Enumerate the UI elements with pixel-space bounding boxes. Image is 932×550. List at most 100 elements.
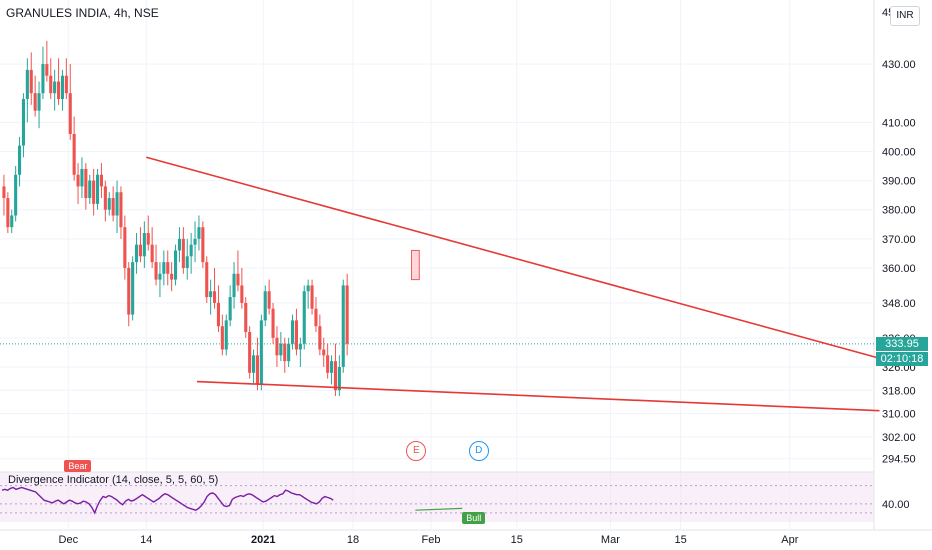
candle-body[interactable] [205,262,209,298]
candle-body[interactable] [162,262,166,274]
candle-body[interactable] [341,285,345,367]
candle-body[interactable] [72,133,76,175]
candle-body[interactable] [18,145,22,175]
candle-body[interactable] [170,273,174,280]
candle-body[interactable] [29,69,33,94]
candle-body[interactable] [333,361,337,391]
candle-body[interactable] [291,320,295,344]
candle-body[interactable] [314,308,318,327]
candle-body[interactable] [209,291,213,298]
candle-body[interactable] [255,355,259,385]
candle-body[interactable] [119,192,123,228]
candle-body[interactable] [53,81,57,94]
candle-body[interactable] [216,302,220,327]
candle-body[interactable] [2,186,6,199]
candle-body[interactable] [228,297,232,321]
candle-body[interactable] [294,320,298,350]
candle-body[interactable] [76,174,80,187]
candle-body[interactable] [80,168,84,187]
indicator-legend-label[interactable]: Divergence Indicator (14, close, 5, 5, 6… [8,474,219,486]
candle-body[interactable] [115,192,119,216]
candle-body[interactable] [224,320,228,350]
candle-body[interactable] [45,64,49,76]
candle-body[interactable] [259,320,263,385]
candle-body[interactable] [330,361,334,373]
candle-body[interactable] [135,244,139,263]
candle-body[interactable] [201,227,205,263]
candle-body[interactable] [92,180,96,204]
candle-body[interactable] [220,326,224,350]
candle-body[interactable] [263,291,267,321]
candle-body[interactable] [302,291,306,344]
candle-body[interactable] [57,81,61,100]
candle-body[interactable] [88,180,92,199]
candle-body[interactable] [123,227,127,268]
candle-body[interactable] [181,238,185,268]
candle-body[interactable] [41,64,45,94]
earnings-event-marker[interactable]: E [406,441,427,461]
candle-body[interactable] [14,174,18,216]
candle-body[interactable] [68,93,72,134]
candle-body[interactable] [271,308,275,338]
candle-body[interactable] [99,174,103,187]
candle-body[interactable] [248,332,252,373]
candle-body[interactable] [84,168,88,199]
price-tick-label: 370.00 [882,234,916,246]
highlight-box[interactable] [411,249,420,281]
candle-body[interactable] [138,244,142,257]
candle-body[interactable] [236,273,240,286]
candle-body[interactable] [10,215,14,228]
candle-body[interactable] [64,75,68,94]
candle-body[interactable] [267,291,271,309]
candle-body[interactable] [287,343,291,362]
candle-body[interactable] [33,93,37,111]
candle-body[interactable] [298,343,302,350]
symbol-title[interactable]: GRANULES INDIA, 4h, NSE [6,6,159,20]
candle-body[interactable] [197,227,201,239]
candle-body[interactable] [107,198,111,210]
price-tick-label: 380.00 [882,205,916,217]
candle-body[interactable] [279,343,283,356]
candle-body[interactable] [244,302,248,333]
candle-body[interactable] [158,273,162,280]
candle-body[interactable] [213,291,217,303]
candle-body[interactable] [103,186,107,210]
candle-body[interactable] [174,250,178,280]
candle-body[interactable] [142,233,146,257]
candle-body[interactable] [185,256,189,268]
candle-body[interactable] [283,343,287,362]
candle-body[interactable] [96,174,100,204]
candle-body[interactable] [318,326,322,350]
dividend-event-marker[interactable]: D [468,441,489,461]
lower-trendline[interactable] [196,380,880,412]
upper-trendline[interactable] [146,156,880,360]
candle-body[interactable] [232,273,236,298]
candle-body[interactable] [252,355,256,373]
candle-body[interactable] [60,75,64,100]
candle-body[interactable] [150,244,154,263]
candle-body[interactable] [25,69,29,100]
candle-body[interactable] [131,262,135,315]
candle-body[interactable] [146,233,150,245]
candle-body[interactable] [111,198,115,216]
candle-body[interactable] [310,285,314,309]
currency-button[interactable]: INR [890,6,920,26]
candle-body[interactable] [127,267,131,315]
candle-body[interactable] [322,349,326,356]
candle-body[interactable] [177,238,181,251]
candle-body[interactable] [193,238,197,245]
candle-body[interactable] [37,93,41,111]
candle-body[interactable] [337,366,341,391]
candle-body[interactable] [326,355,330,373]
candle-body[interactable] [21,99,25,146]
candle-body[interactable] [166,262,170,274]
candle-body[interactable] [306,285,310,292]
candle-body[interactable] [345,285,349,344]
candle-body[interactable] [275,337,279,356]
candle-body[interactable] [6,198,10,228]
candle-body[interactable] [240,285,244,303]
candle-body[interactable] [49,75,53,94]
candle-body[interactable] [189,244,193,257]
candle-body[interactable] [154,262,158,280]
